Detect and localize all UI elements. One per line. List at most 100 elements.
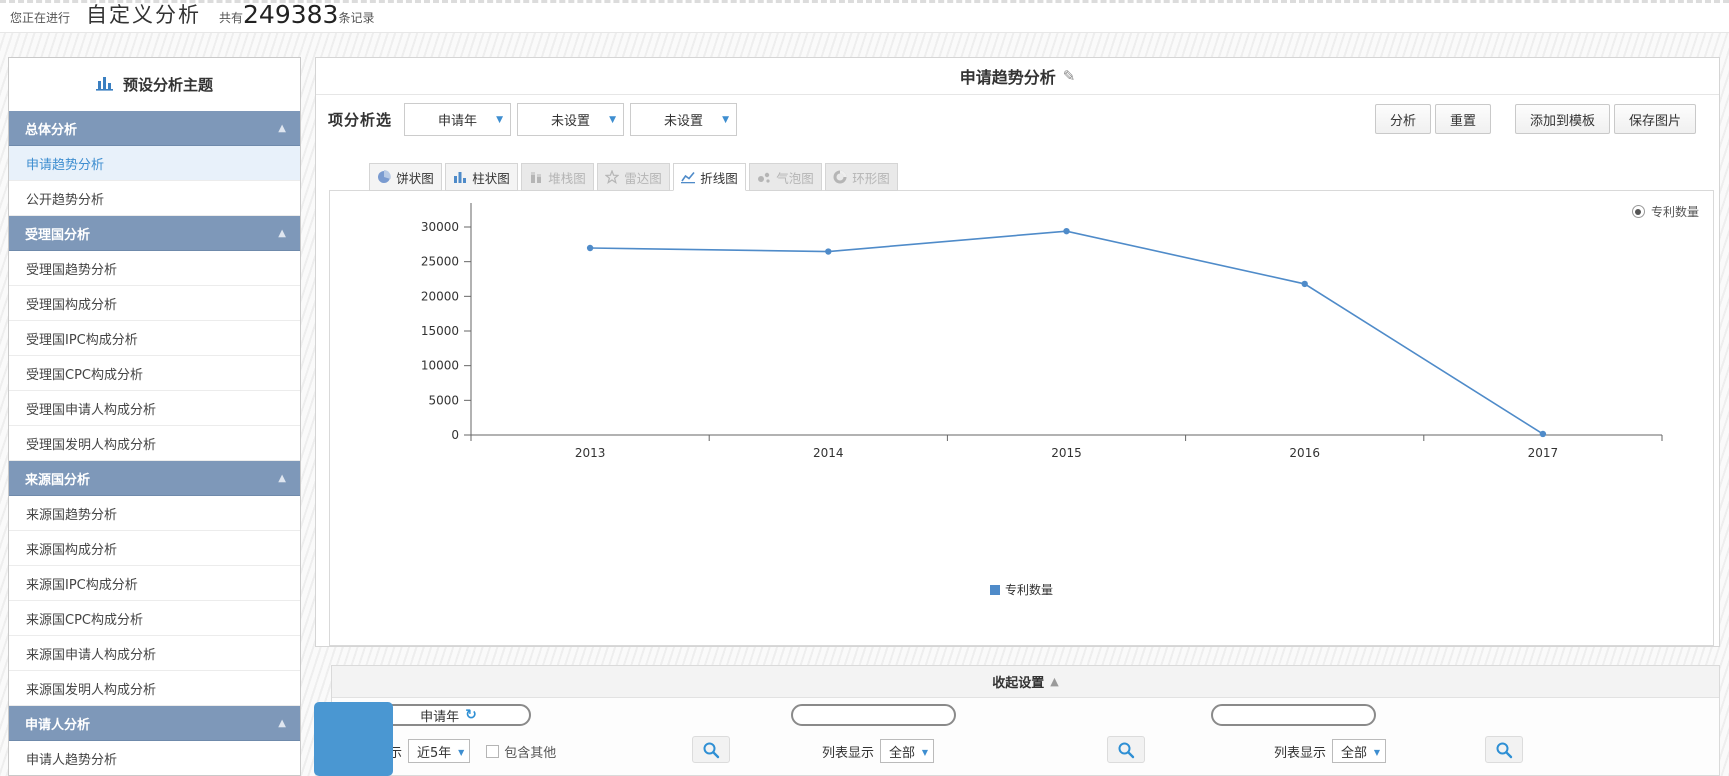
svg-text:2013: 2013 bbox=[575, 446, 606, 460]
svg-text:10000: 10000 bbox=[421, 359, 459, 373]
search-button-1[interactable] bbox=[1107, 736, 1145, 763]
sidebar-item-label: 受理国发明人构成分析 bbox=[26, 437, 157, 453]
list-range-select-0[interactable]: 近5年 ▼ bbox=[408, 739, 471, 763]
analysis-field-dropdown-0[interactable]: 申请年 ▼ bbox=[404, 102, 511, 136]
refresh-icon[interactable]: ↻ bbox=[465, 707, 477, 723]
legend-series-label: 专利数量 bbox=[1004, 583, 1053, 597]
analyze-button[interactable]: 分析 bbox=[1374, 104, 1431, 134]
sidebar-item-1-5[interactable]: 受理国发明人构成分析 bbox=[9, 426, 300, 461]
stack-chart-icon bbox=[529, 170, 543, 184]
select-value: 全部 bbox=[1341, 745, 1368, 761]
sidebar-section-label: 总体分析 bbox=[25, 122, 78, 138]
sidebar-section-2[interactable]: 来源国分析 ▲ bbox=[9, 461, 300, 496]
tab-pie-chart[interactable]: 饼状图 bbox=[369, 163, 442, 191]
dropdown-value: 未设置 bbox=[550, 113, 590, 129]
sidebar-section-0[interactable]: 总体分析 ▲ bbox=[9, 111, 300, 146]
sidebar-item-1-1[interactable]: 受理国构成分析 bbox=[9, 286, 300, 321]
line-chart: 0 5000 10000 15000 20000 25000 30000 2013 2014 20… bbox=[330, 191, 1713, 649]
sidebar-item-label: 来源国发明人构成分析 bbox=[26, 682, 157, 698]
filter-pill-1[interactable] bbox=[791, 704, 956, 726]
svg-text:2014: 2014 bbox=[813, 446, 844, 460]
tab-label: 堆栈图 bbox=[548, 170, 586, 186]
add-to-template-button[interactable]: 添加到模板 bbox=[1514, 104, 1610, 134]
tab-bubble-chart: 气泡图 bbox=[749, 163, 822, 191]
chart-area: 专利数量 0 5000 10000 15000 20000 25000 30000 2013 2… bbox=[329, 190, 1714, 646]
analysis-field-dropdown-1[interactable]: 未设置 ▼ bbox=[517, 102, 624, 136]
chevron-up-icon: ▲ bbox=[278, 227, 286, 239]
sidebar-item-label: 受理国IPC构成分析 bbox=[26, 332, 138, 348]
sidebar-item-2-5[interactable]: 来源国发明人构成分析 bbox=[9, 671, 300, 706]
radio-selected-icon[interactable] bbox=[1631, 205, 1645, 218]
collapse-settings-toggle[interactable]: 收起设置 ▲ bbox=[332, 666, 1719, 698]
filter-options-label: 项分析选 bbox=[328, 110, 393, 129]
save-image-button[interactable]: 保存图片 bbox=[1613, 104, 1696, 134]
series-radio-legend[interactable]: 专利数量 bbox=[1631, 203, 1699, 220]
chevron-up-icon: ▲ bbox=[278, 472, 286, 484]
legend-swatch bbox=[989, 584, 1000, 595]
reset-button[interactable]: 重置 bbox=[1434, 104, 1491, 134]
svg-text:2017: 2017 bbox=[1528, 446, 1559, 460]
sidebar-item-2-3[interactable]: 来源国CPC构成分析 bbox=[9, 601, 300, 636]
filter-pill-2[interactable] bbox=[1211, 704, 1376, 726]
sidebar-item-label: 来源国趋势分析 bbox=[26, 507, 118, 523]
search-button-2[interactable] bbox=[1485, 736, 1523, 763]
svg-text:2016: 2016 bbox=[1289, 446, 1320, 460]
list-range-select-1[interactable]: 全部 ▼ bbox=[880, 739, 935, 763]
svg-text:15000: 15000 bbox=[421, 324, 459, 338]
tab-line-chart[interactable]: 折线图 bbox=[673, 163, 746, 191]
tab-radar-chart: 雷达图 bbox=[597, 163, 670, 191]
search-button-0[interactable] bbox=[692, 736, 730, 763]
sidebar-item-1-0[interactable]: 受理国趋势分析 bbox=[9, 251, 300, 286]
sidebar-item-label: 受理国CPC构成分析 bbox=[26, 367, 143, 383]
chevron-down-icon: ▼ bbox=[458, 748, 465, 757]
sidebar-item-label: 受理国构成分析 bbox=[26, 297, 118, 313]
preset-topics-sidebar: 预设分析主题 总体分析 ▲ 申请趋势分析 公开趋势分析 受理国分析 ▲ 受理国趋势分析 受理国… bbox=[8, 57, 301, 776]
tab-label: 环形图 bbox=[852, 170, 890, 186]
list-range-select-2[interactable]: 全部 ▼ bbox=[1332, 739, 1387, 763]
list-display-row-1: 列表显示 全部 ▼ bbox=[822, 738, 935, 764]
select-value: 全部 bbox=[889, 745, 916, 761]
search-icon bbox=[1495, 741, 1513, 759]
analysis-field-dropdown-2[interactable]: 未设置 ▼ bbox=[630, 102, 737, 136]
sidebar-section-3[interactable]: 申请人分析 ▲ bbox=[9, 706, 300, 741]
sidebar-item-label: 公开趋势分析 bbox=[26, 192, 105, 208]
svg-text:5000: 5000 bbox=[428, 393, 459, 407]
chevron-down-icon: ▼ bbox=[609, 114, 616, 125]
search-icon bbox=[1117, 741, 1135, 759]
sidebar-section-1[interactable]: 受理国分析 ▲ bbox=[9, 216, 300, 251]
edit-title-icon[interactable]: ✎ bbox=[1062, 67, 1076, 85]
tab-stack-chart: 堆栈图 bbox=[521, 163, 594, 191]
filter-pill-0[interactable]: 申请年 ↻ bbox=[366, 704, 531, 726]
sidebar-item-1-4[interactable]: 受理国申请人构成分析 bbox=[9, 391, 300, 426]
tab-label: 柱状图 bbox=[472, 170, 510, 186]
include-others-checkbox[interactable] bbox=[486, 744, 500, 758]
chevron-down-icon: ▼ bbox=[921, 748, 929, 757]
sidebar-item-label: 来源国CPC构成分析 bbox=[26, 612, 143, 628]
chart-bottom-legend[interactable]: 专利数量 bbox=[330, 581, 1713, 598]
list-display-row-2: 列表显示 全部 ▼ bbox=[1274, 738, 1387, 764]
tab-bar-chart[interactable]: 柱状图 bbox=[445, 163, 518, 191]
sidebar-item-3-0[interactable]: 申请人趋势分析 bbox=[9, 741, 300, 775]
sidebar-item-1-3[interactable]: 受理国CPC构成分析 bbox=[9, 356, 300, 391]
dropdown-value: 申请年 bbox=[437, 113, 477, 129]
list-display-label: 列表显示 bbox=[822, 745, 875, 761]
sidebar-item-2-4[interactable]: 来源国申请人构成分析 bbox=[9, 636, 300, 671]
sidebar-item-2-1[interactable]: 来源国构成分析 bbox=[9, 531, 300, 566]
record-count-prefix: 共有 bbox=[219, 11, 244, 25]
chart-title: 申请趋势分析 bbox=[959, 68, 1056, 87]
pie-chart-icon bbox=[377, 170, 392, 184]
sidebar-item-2-2[interactable]: 来源国IPC构成分析 bbox=[9, 566, 300, 601]
svg-text:25000: 25000 bbox=[421, 255, 459, 269]
record-count-suffix: 条记录 bbox=[338, 11, 375, 25]
top-bar: 您正在进行 自定义分析 共有 249383 条记录 bbox=[0, 0, 1729, 33]
sidebar-item-0-1[interactable]: 公开趋势分析 bbox=[9, 181, 300, 216]
sidebar-section-label: 申请人分析 bbox=[25, 717, 91, 733]
ring-chart-icon bbox=[833, 170, 847, 184]
sidebar-item-label: 来源国IPC构成分析 bbox=[26, 577, 138, 593]
sidebar-item-0-0[interactable]: 申请趋势分析 bbox=[9, 146, 300, 181]
sidebar-item-2-0[interactable]: 来源国趋势分析 bbox=[9, 496, 300, 531]
chevron-down-icon: ▼ bbox=[722, 114, 729, 125]
chevron-up-icon: ▲ bbox=[278, 122, 286, 134]
sidebar-item-1-2[interactable]: 受理国IPC构成分析 bbox=[9, 321, 300, 356]
